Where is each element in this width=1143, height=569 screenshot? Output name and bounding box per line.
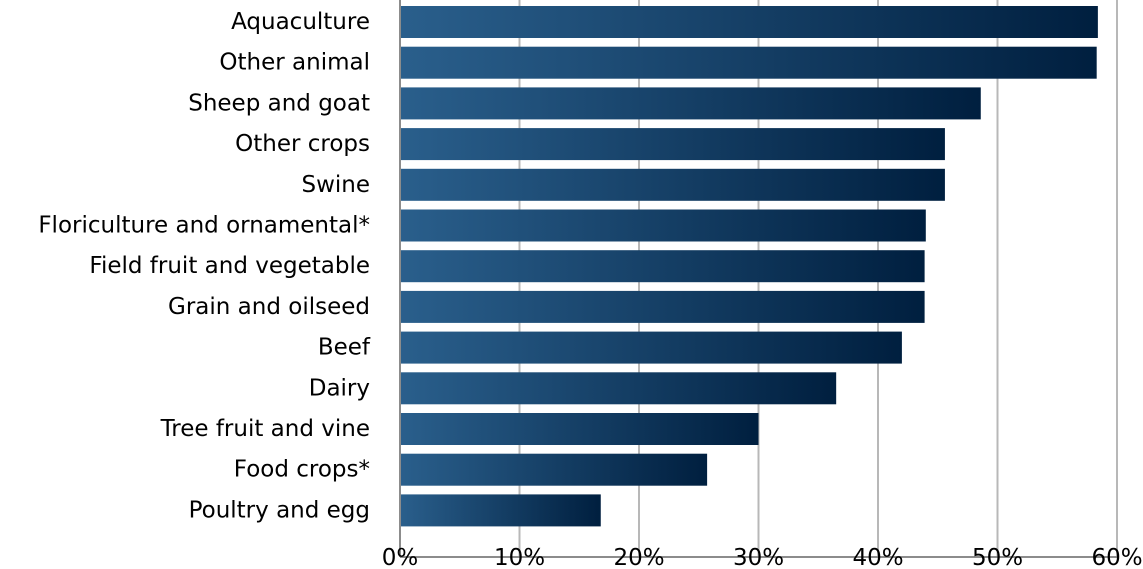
bar bbox=[400, 453, 708, 486]
bar bbox=[400, 128, 945, 161]
x-tick-label: 0% bbox=[382, 545, 419, 569]
category-label: Field fruit and vegetable bbox=[89, 253, 370, 279]
bar bbox=[400, 209, 926, 242]
category-label: Other animal bbox=[219, 50, 370, 76]
category-label: Dairy bbox=[309, 375, 370, 401]
x-tick-label: 10% bbox=[494, 545, 545, 569]
bar bbox=[400, 168, 945, 201]
category-label: Grain and oilseed bbox=[168, 294, 370, 320]
bar bbox=[400, 6, 1098, 38]
category-label: Sheep and goat bbox=[188, 90, 370, 116]
category-labels: Aquaculture Other animal Sheep and goat Oth… bbox=[38, 9, 371, 523]
bar bbox=[400, 250, 925, 283]
x-tick-label: 60% bbox=[1091, 545, 1142, 569]
bars bbox=[400, 6, 1098, 527]
category-label: Swine bbox=[301, 172, 370, 198]
bar bbox=[400, 290, 925, 323]
category-label: Beef bbox=[318, 335, 371, 361]
bar bbox=[400, 87, 981, 120]
x-tick-label: 40% bbox=[852, 545, 903, 569]
category-label: Other crops bbox=[235, 131, 370, 157]
bar bbox=[400, 413, 759, 445]
x-tick-label: 50% bbox=[972, 545, 1023, 569]
category-label: Aquaculture bbox=[231, 9, 370, 35]
bar bbox=[400, 46, 1097, 79]
bar bbox=[400, 372, 837, 405]
category-label: Poultry and egg bbox=[189, 497, 370, 523]
axes bbox=[399, 0, 1117, 558]
x-tick-label: 20% bbox=[613, 545, 664, 569]
bar bbox=[400, 331, 902, 364]
category-label: Food crops* bbox=[234, 457, 370, 483]
x-tick-label: 30% bbox=[733, 545, 784, 569]
bar bbox=[400, 494, 601, 527]
category-label: Tree fruit and vine bbox=[160, 416, 370, 442]
tick-labels: 0% 10% 20% 30% 40% 50% 60% bbox=[382, 545, 1143, 569]
category-label: Floriculture and ornamental* bbox=[38, 213, 370, 239]
